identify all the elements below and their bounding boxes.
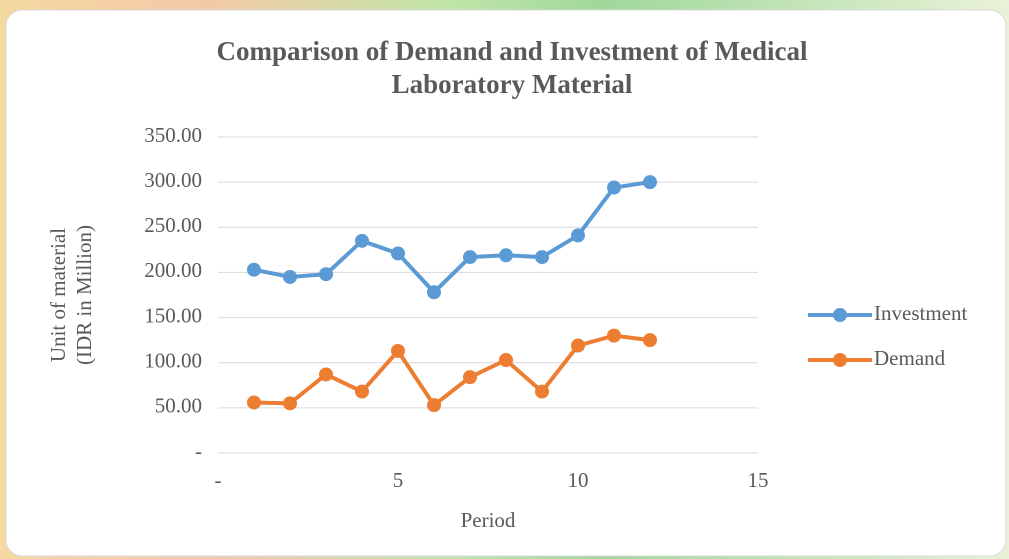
data-point bbox=[355, 233, 369, 248]
x-tick-label: 5 bbox=[393, 468, 404, 492]
data-point bbox=[607, 328, 621, 343]
data-point bbox=[427, 398, 441, 413]
y-tick-label: 200.00 bbox=[144, 258, 202, 282]
data-point bbox=[247, 395, 261, 410]
data-point bbox=[463, 250, 477, 265]
legend-label: Demand bbox=[874, 346, 946, 370]
legend-marker bbox=[833, 308, 847, 322]
data-point bbox=[391, 343, 405, 358]
y-axis-label: (IDR in Million) bbox=[72, 225, 96, 365]
data-point bbox=[535, 384, 549, 399]
data-point bbox=[283, 269, 297, 284]
data-point bbox=[499, 353, 513, 368]
y-tick-label: 300.00 bbox=[144, 168, 202, 192]
x-tick-label: 15 bbox=[748, 468, 769, 492]
chart-title: Comparison of Demand and Investment of M… bbox=[217, 36, 808, 66]
y-axis-label: Unit of material bbox=[46, 228, 70, 362]
data-point bbox=[607, 180, 621, 195]
y-tick-label: - bbox=[195, 439, 202, 463]
data-point bbox=[355, 384, 369, 399]
data-point bbox=[247, 262, 261, 277]
x-axis-label: Period bbox=[461, 508, 516, 532]
chart-title: Laboratory Material bbox=[392, 69, 633, 99]
chart-panel bbox=[5, 9, 1007, 557]
x-tick-label: - bbox=[215, 468, 222, 492]
data-point bbox=[535, 250, 549, 265]
data-point bbox=[427, 285, 441, 300]
data-point bbox=[319, 367, 333, 382]
x-tick-label: 10 bbox=[568, 468, 589, 492]
data-point bbox=[571, 228, 585, 243]
data-point bbox=[643, 333, 657, 348]
data-point bbox=[643, 175, 657, 190]
y-tick-label: 250.00 bbox=[144, 213, 202, 237]
y-tick-label: 350.00 bbox=[144, 123, 202, 147]
y-tick-label: 50.00 bbox=[155, 394, 202, 418]
data-point bbox=[283, 396, 297, 411]
data-point bbox=[319, 267, 333, 282]
data-point bbox=[463, 370, 477, 385]
data-point bbox=[499, 248, 513, 263]
y-tick-label: 150.00 bbox=[144, 303, 202, 327]
data-point bbox=[391, 246, 405, 261]
legend-label: Investment bbox=[874, 301, 967, 325]
data-point bbox=[571, 338, 585, 353]
legend-marker bbox=[833, 353, 847, 367]
y-tick-label: 100.00 bbox=[144, 349, 202, 373]
